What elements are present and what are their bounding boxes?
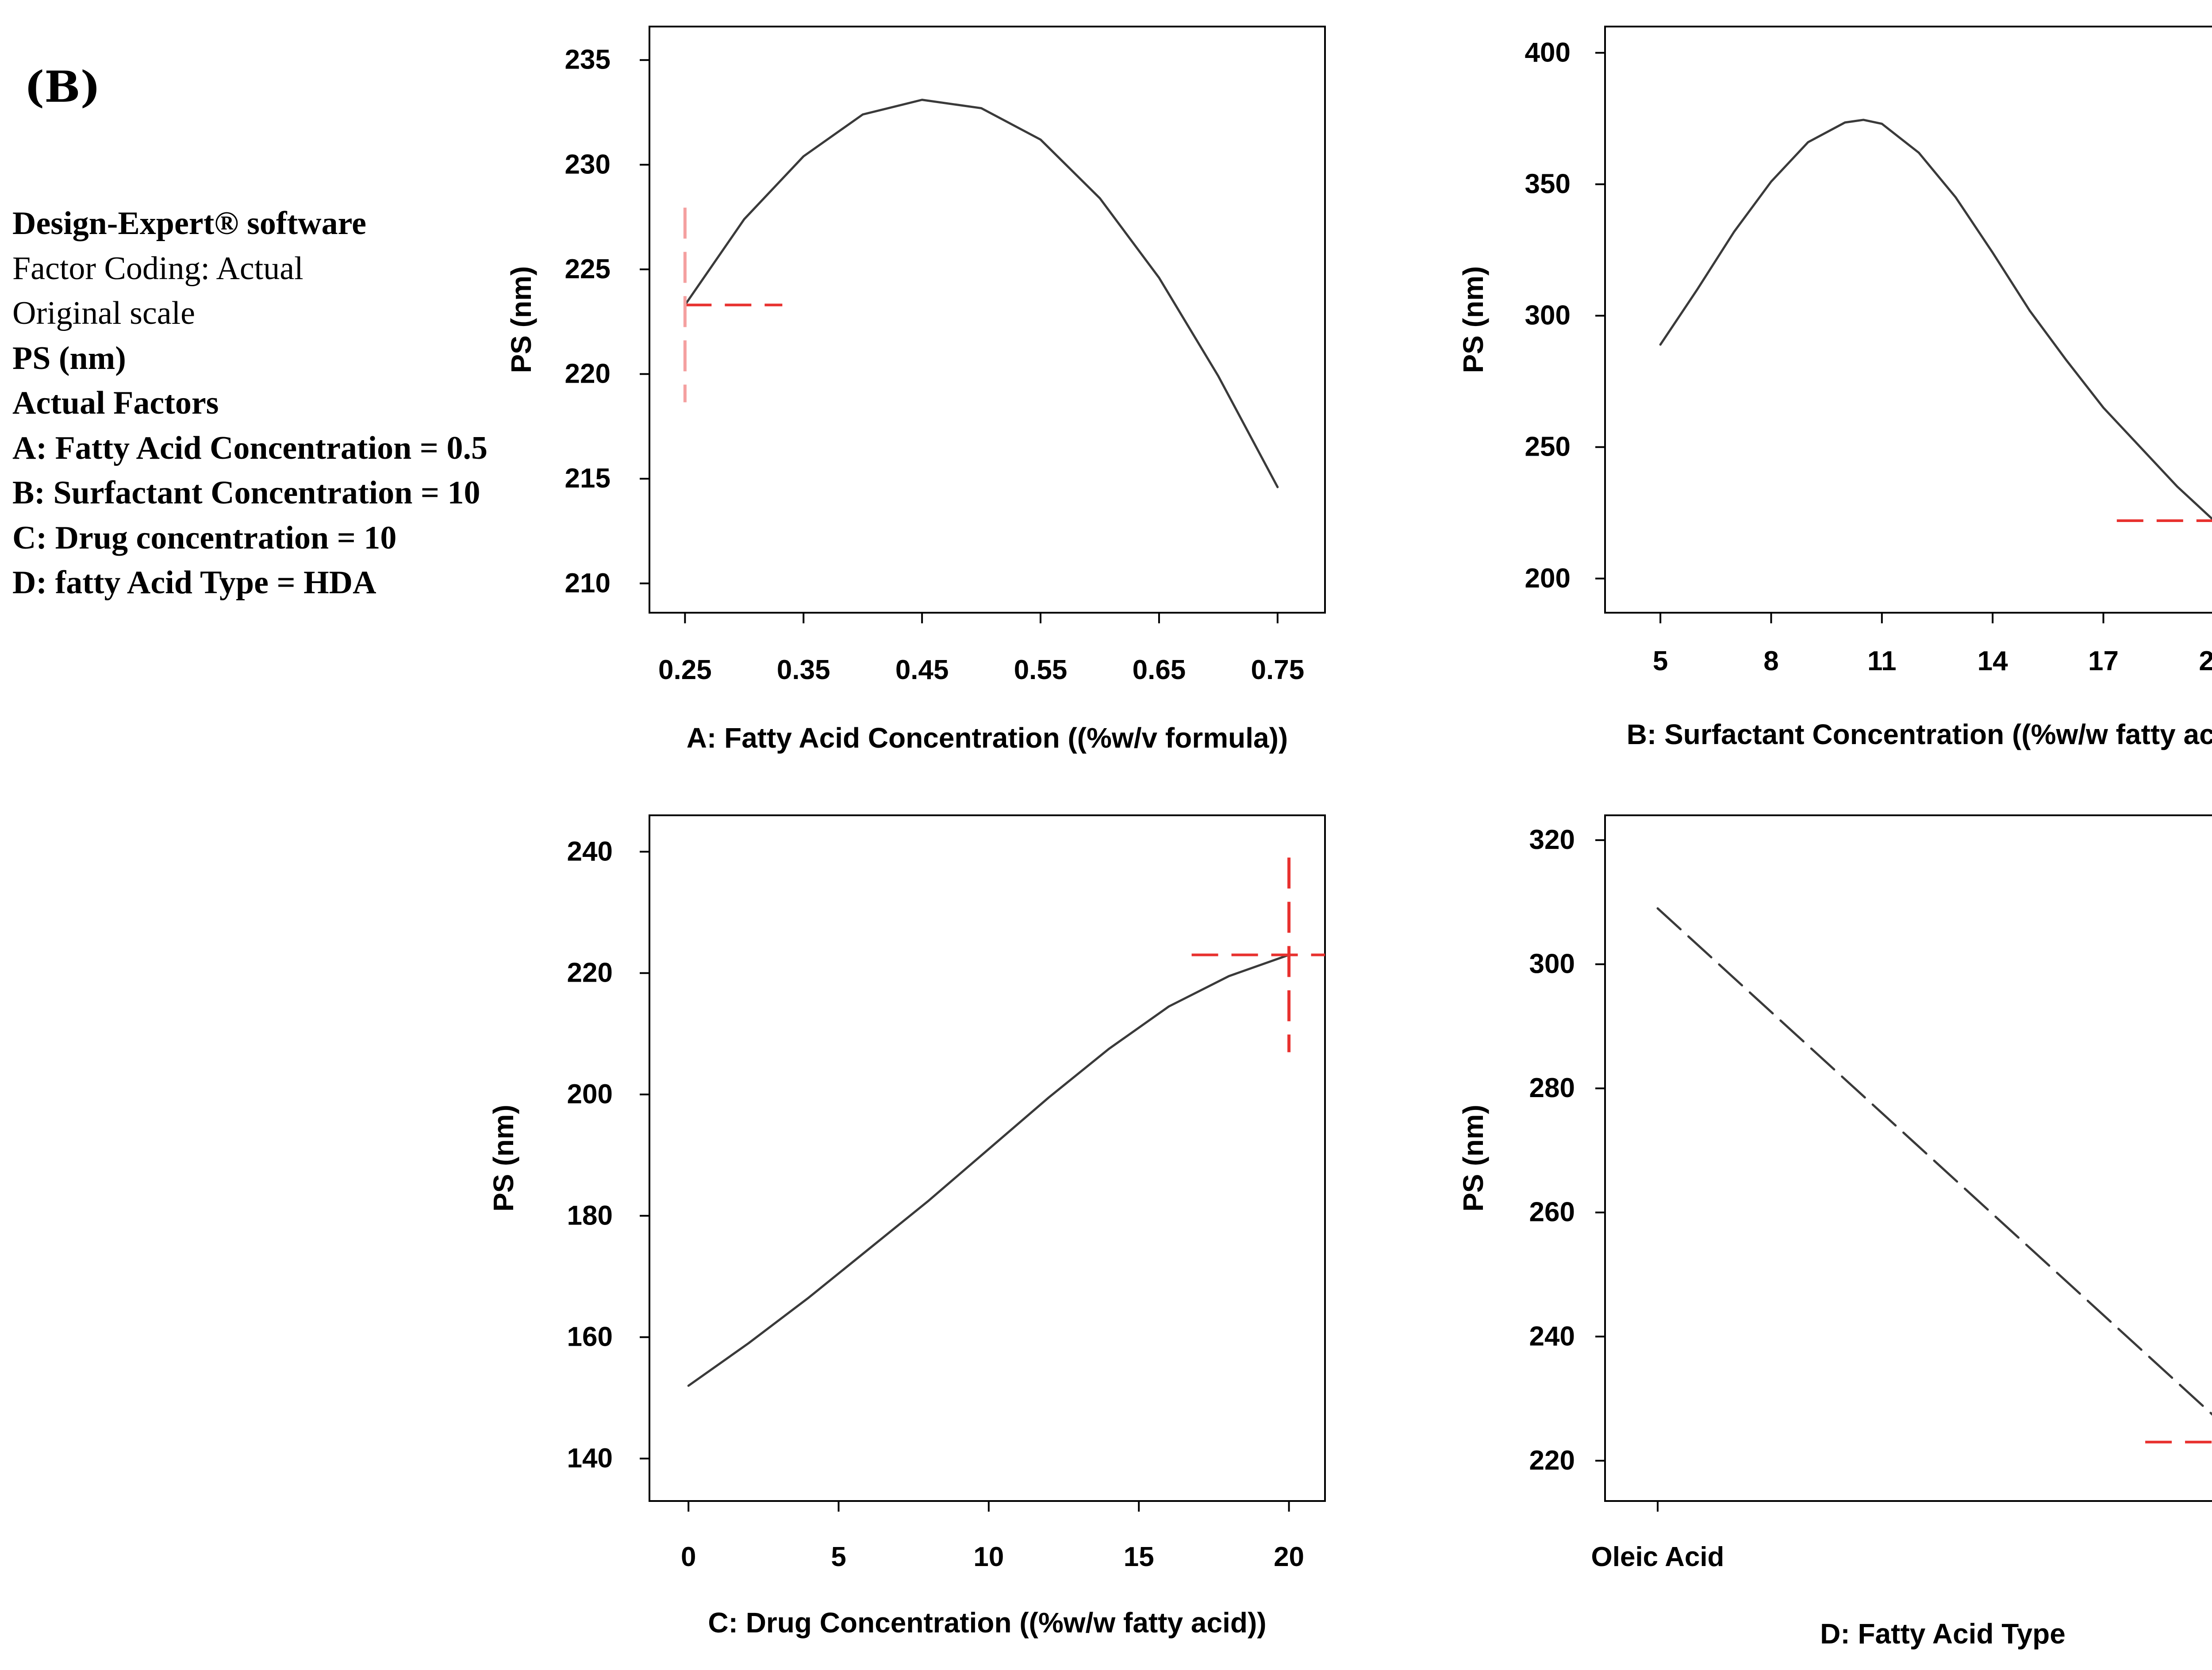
legend-line-factor-coding: Factor Coding: Actual	[12, 250, 303, 287]
panel-label: (B)	[24, 62, 100, 112]
response-curve-b	[1659, 119, 2212, 521]
chart-c: 140 160 180 200 220 240 0 5 10 15 20 C: Drug Concen…	[488, 814, 1326, 1639]
x-tick-label-c: 20	[1274, 1542, 1304, 1572]
legend-line-actual-factors: Actual Factors	[12, 385, 219, 421]
legend-line-scale: Original scale	[12, 295, 195, 331]
y-tick-label-b: 400	[1525, 37, 1571, 68]
y-tick-label-d: 280	[1529, 1073, 1575, 1103]
legend-line-factor-b: B: Surfactant Concentration = 10	[12, 475, 480, 511]
legend-line-response: PS (nm)	[12, 340, 126, 376]
y-axis-title-b: PS (nm)	[1457, 266, 1489, 373]
x-tick-label-b: 8	[1763, 646, 1778, 676]
x-axis-title-b: B: Surfactant Concentration ((%w/w fatty…	[1627, 718, 2212, 750]
chart-a: 210 215 220 225 230 235 0.25 0.35 0.45 0.55 0.65 0.…	[505, 26, 1326, 754]
chart-b: 200 250 300 350 400 5 8 11 14 17 20 B: Surfactant C…	[1457, 26, 2212, 750]
y-tick-label-a: 230	[565, 149, 611, 180]
plot-frame-d	[1604, 814, 2212, 1502]
plot-frame-a	[649, 26, 1326, 614]
x-axis-title-a: A: Fatty Acid Concentration ((%w/v formu…	[687, 722, 1288, 754]
y-tick-label-b: 250	[1525, 432, 1571, 462]
plot-frame-c	[649, 814, 1326, 1502]
y-tick-label-c: 240	[567, 836, 613, 867]
y-tick-label-d: 240	[1529, 1321, 1575, 1351]
y-tick-label-b: 350	[1525, 169, 1571, 200]
y-tick-label-d: 320	[1529, 825, 1575, 855]
y-tick-label-d: 220	[1529, 1445, 1575, 1476]
x-tick-label-b: 5	[1653, 646, 1668, 676]
x-tick-label-a: 0.35	[777, 655, 830, 685]
y-tick-label-d: 300	[1529, 949, 1575, 979]
x-tick-label-a: 0.65	[1133, 655, 1186, 685]
x-tick-label-c: 15	[1124, 1542, 1154, 1572]
legend-line-software: Design-Expert® software	[12, 205, 366, 242]
plot-frame-b	[1604, 26, 2212, 614]
y-tick-label-a: 220	[565, 359, 611, 389]
y-tick-label-c: 140	[567, 1443, 613, 1474]
x-tick-label-b: 20	[2199, 646, 2212, 676]
y-tick-label-a: 210	[565, 568, 611, 599]
x-axis-title-d: D: Fatty Acid Type	[1820, 1618, 2066, 1650]
y-axis-title-d: PS (nm)	[1457, 1105, 1489, 1212]
x-tick-label-a: 0.75	[1251, 655, 1305, 685]
y-tick-label-c: 180	[567, 1200, 613, 1231]
response-curve-d	[1656, 907, 2212, 1416]
current-setting-marker-b	[2116, 519, 2212, 522]
x-tick-label-a: 0.55	[1014, 655, 1068, 685]
current-setting-marker-c	[1191, 857, 1325, 1052]
design-expert-legend: Design-Expert® software Factor Coding: A…	[12, 201, 488, 606]
y-tick-label-a: 235	[565, 45, 611, 75]
y-tick-label-c: 220	[567, 958, 613, 988]
y-tick-label-a: 225	[565, 254, 611, 284]
x-tick-label-d: Oleic Acid	[1591, 1542, 1724, 1572]
x-tick-label-b: 11	[1867, 646, 1897, 676]
x-tick-label-a: 0.45	[895, 655, 949, 685]
y-tick-label-a: 215	[565, 463, 611, 494]
y-tick-label-d: 260	[1529, 1197, 1575, 1228]
legend-line-factor-c: C: Drug concentration = 10	[12, 519, 397, 556]
legend-line-factor-a: A: Fatty Acid Concentration = 0.5	[12, 430, 488, 466]
y-tick-label-c: 160	[567, 1322, 613, 1352]
y-tick-label-c: 200	[567, 1079, 613, 1109]
response-curve-c	[687, 953, 1290, 1387]
x-tick-label-c: 10	[973, 1542, 1004, 1572]
y-axis-title-a: PS (nm)	[505, 266, 537, 373]
x-tick-label-b: 17	[2088, 646, 2119, 676]
y-tick-label-b: 300	[1525, 300, 1571, 331]
current-setting-marker-a	[683, 207, 783, 403]
response-curve-a	[684, 99, 1279, 488]
legend-line-factor-d: D: fatty Acid Type = HDA	[12, 564, 376, 601]
x-tick-label-c: 0	[681, 1542, 696, 1572]
y-tick-label-b: 200	[1525, 563, 1571, 594]
y-axis-title-c: PS (nm)	[488, 1105, 519, 1212]
x-tick-label-c: 5	[831, 1542, 846, 1572]
current-setting-marker-d	[2145, 1440, 2212, 1443]
x-axis-title-c: C: Drug Concentration ((%w/w fatty acid)…	[708, 1607, 1266, 1639]
x-tick-label-a: 0.25	[658, 655, 712, 685]
x-tick-label-b: 14	[1978, 646, 2008, 676]
